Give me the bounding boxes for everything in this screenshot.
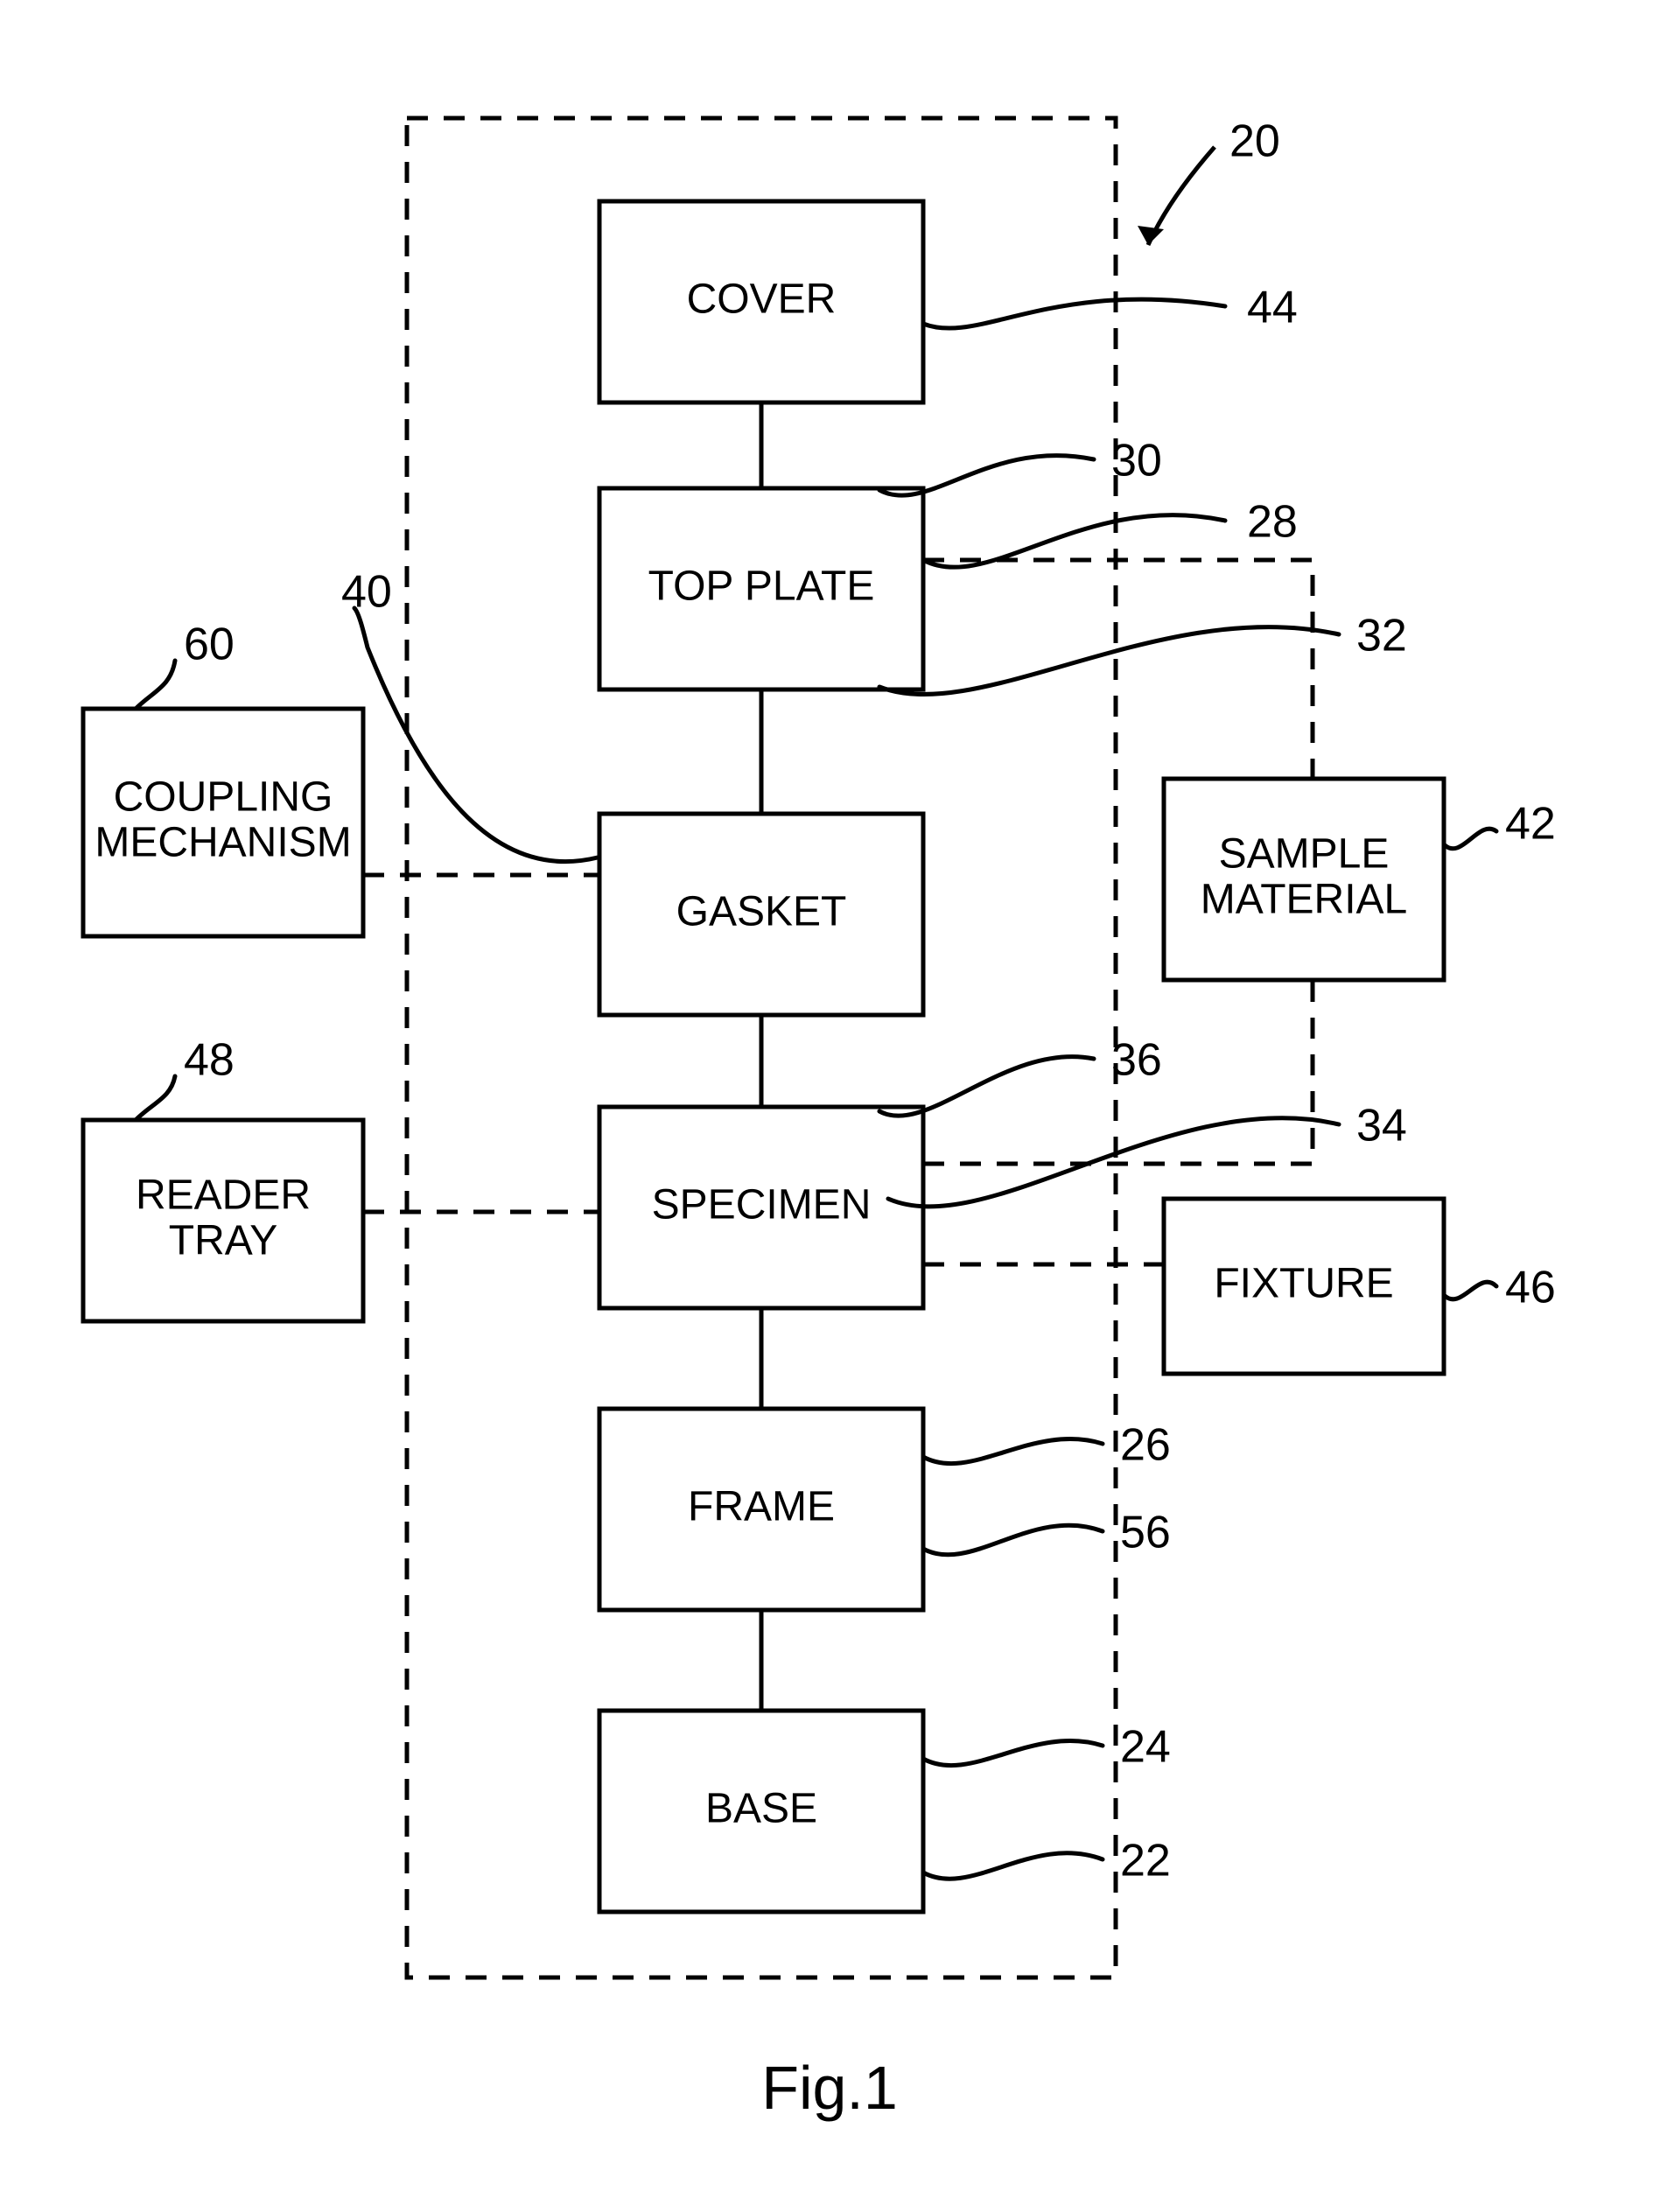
- leader-42: [1444, 829, 1496, 849]
- leader-48: [136, 1076, 175, 1120]
- top_plate-label: TOP PLATE: [648, 564, 875, 610]
- coupling-label: COUPLING: [114, 774, 333, 821]
- ref-56: 56: [1120, 1508, 1171, 1558]
- ref-22: 22: [1120, 1836, 1171, 1886]
- figure-caption: Fig.1: [761, 2054, 898, 2122]
- leader-40: [354, 608, 598, 862]
- ref-24: 24: [1120, 1722, 1171, 1773]
- coupling-label: MECHANISM: [95, 820, 351, 866]
- leader-32: [879, 626, 1339, 694]
- leader-46: [1444, 1282, 1496, 1299]
- diagram-canvas: COVER TOP PLATE GASKET SPECIMEN FRAME BASE COU…: [0, 0, 1660, 2212]
- specimen-label: SPECIMEN: [652, 1182, 872, 1228]
- ref-34: 34: [1356, 1101, 1407, 1152]
- cover-label: COVER: [687, 276, 837, 323]
- leader-26: [923, 1438, 1103, 1463]
- ref-20: 20: [1229, 116, 1280, 167]
- fixture-label: FIXTURE: [1214, 1261, 1393, 1307]
- ref-36: 36: [1111, 1035, 1162, 1086]
- sample_material-label: SAMPLE: [1219, 831, 1390, 878]
- ref-26: 26: [1120, 1420, 1171, 1471]
- ref-60: 60: [184, 620, 235, 670]
- ref-46: 46: [1505, 1263, 1556, 1313]
- frame-label: FRAME: [688, 1484, 835, 1530]
- ref-40: 40: [341, 567, 392, 618]
- ref-42: 42: [1505, 799, 1556, 850]
- leader-60: [136, 661, 175, 709]
- arrow-20-head: [1138, 226, 1164, 245]
- reader_tray-label: READER: [136, 1172, 311, 1219]
- ref-28: 28: [1247, 497, 1298, 548]
- leader-24: [923, 1740, 1103, 1765]
- ref-30: 30: [1111, 436, 1162, 486]
- reader_tray-label: TRAY: [169, 1218, 277, 1264]
- base-label: BASE: [705, 1786, 817, 1832]
- gasket-label: GASKET: [676, 889, 847, 935]
- ref-48: 48: [184, 1035, 235, 1086]
- leader-22: [923, 1853, 1103, 1879]
- leader-56: [923, 1525, 1103, 1555]
- sample_material-label: MATERIAL: [1201, 877, 1407, 923]
- ref-32: 32: [1356, 611, 1407, 662]
- leader-44: [923, 299, 1225, 328]
- ref-44: 44: [1247, 283, 1298, 333]
